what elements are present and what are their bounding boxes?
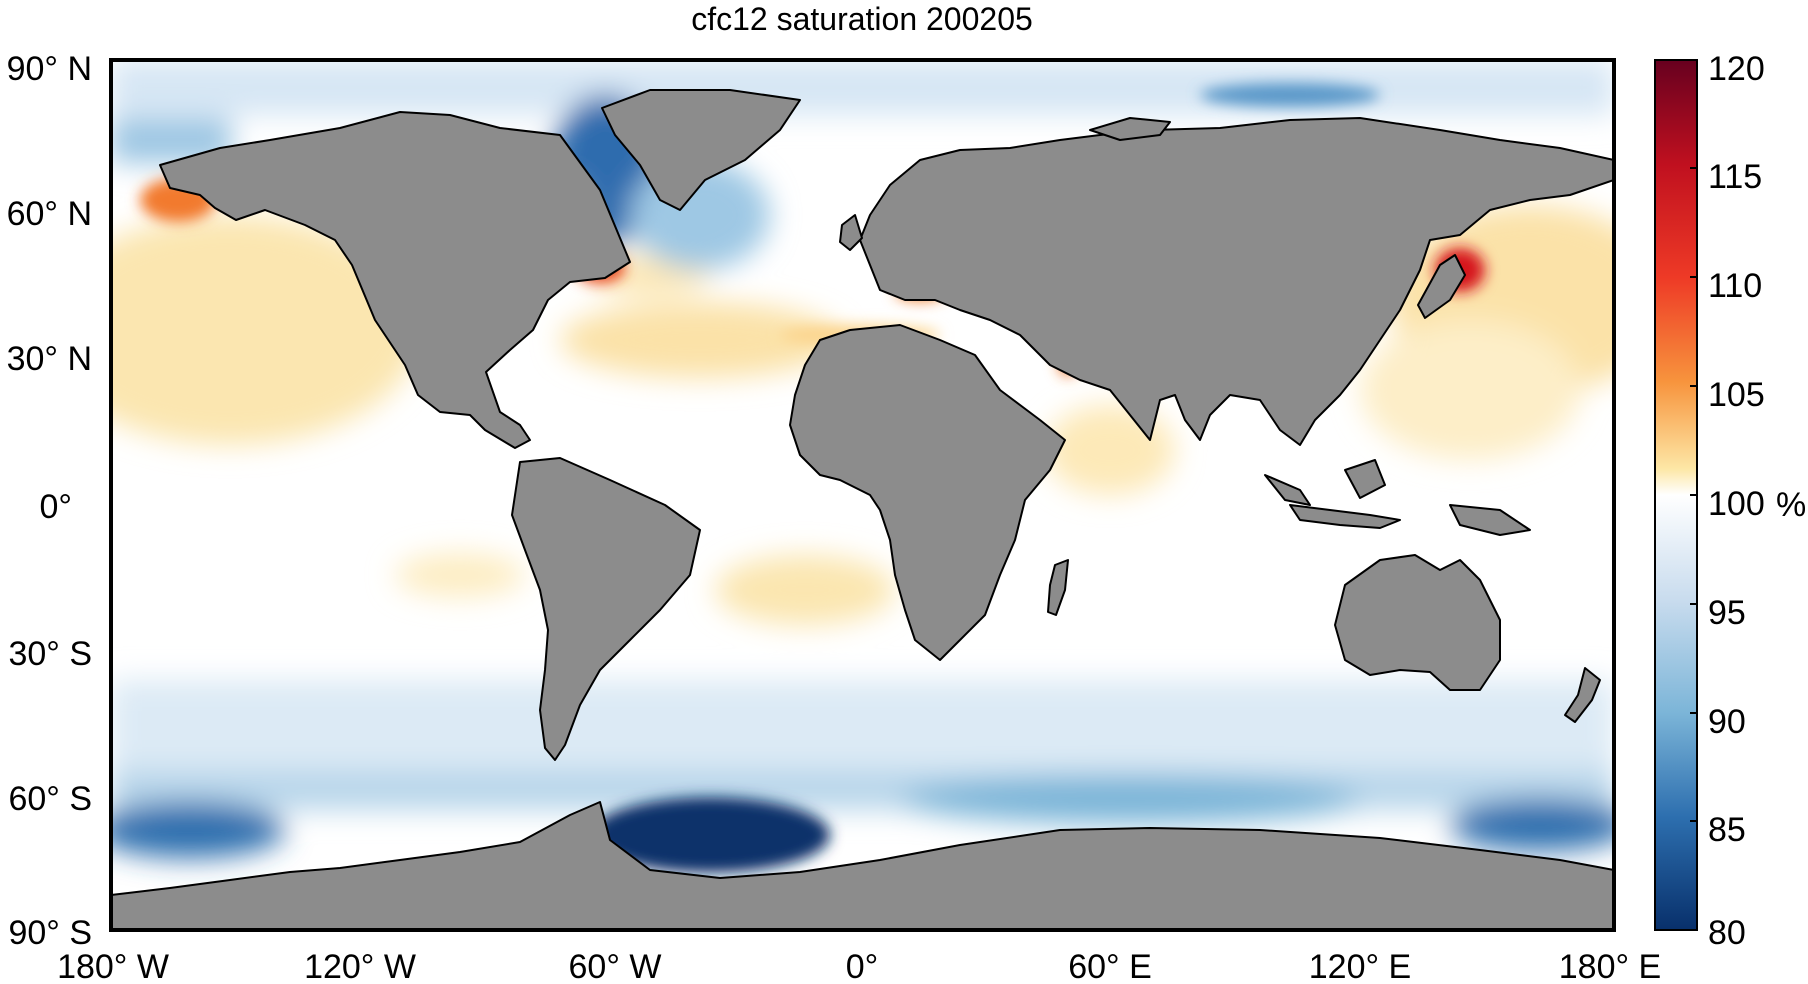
land-madagascar xyxy=(1047,559,1069,616)
land-indonesia xyxy=(1289,504,1401,529)
colorbar-tick-120: 120 xyxy=(1708,50,1765,88)
lat-tick-90n: 90° N xyxy=(7,50,92,88)
lon-tick-180e: 180° E xyxy=(1559,948,1661,984)
lon-tick-120e: 120° E xyxy=(1309,948,1411,984)
land-africa xyxy=(789,324,1066,661)
lat-tick-30n: 30° N xyxy=(7,340,92,378)
colorbar-tick-105: 105 xyxy=(1708,376,1765,414)
map-frame xyxy=(109,58,1616,932)
map-plot-area xyxy=(111,60,1614,930)
lon-tick-60w: 60° W xyxy=(569,948,662,984)
colorbar-tick-85: 85 xyxy=(1708,811,1746,849)
lon-tick-0: 0° xyxy=(846,948,879,984)
land-svalbard-arctic-islands xyxy=(1089,117,1171,141)
land-sumatra-borneo xyxy=(1264,459,1386,506)
lon-tick-60e: 60° E xyxy=(1068,948,1152,984)
colorbar: 120 115 110 105 100 95 90 85 80 % xyxy=(1654,50,1806,952)
lon-tick-120w: 120° W xyxy=(304,948,416,984)
lon-tick-180w: 180° W xyxy=(57,948,169,984)
lat-tick-90s: 90° S xyxy=(8,914,92,952)
lat-tick-60n: 60° N xyxy=(7,195,92,233)
lat-tick-30s: 30° S xyxy=(8,635,92,673)
colorbar-unit-label: % xyxy=(1776,486,1806,524)
land-australia xyxy=(1334,554,1501,691)
colorbar-tick-marks xyxy=(1690,167,1697,822)
colorbar-tick-90: 90 xyxy=(1708,703,1746,741)
colorbar-tick-labels: 120 115 110 105 100 95 90 85 80 xyxy=(1708,50,1765,952)
land-north-america xyxy=(159,111,631,449)
land-masses xyxy=(111,89,1614,930)
land-new-guinea xyxy=(1449,504,1531,536)
colorbar-tick-115: 115 xyxy=(1708,158,1762,196)
longitude-tick-labels: 180° W 120° W 60° W 0° 60° E 120° E 180°… xyxy=(57,948,1661,984)
land-new-zealand xyxy=(1564,667,1601,723)
lat-tick-60s: 60° S xyxy=(8,780,92,818)
lat-tick-0: 0° xyxy=(39,488,72,526)
land-british-isles xyxy=(839,214,863,251)
land-south-america xyxy=(511,457,701,761)
colorbar-tick-80: 80 xyxy=(1708,914,1746,952)
colorbar-tick-100: 100 xyxy=(1708,485,1765,523)
colorbar-tick-95: 95 xyxy=(1708,594,1746,632)
latitude-tick-labels: 90° N 60° N 30° N 0° 30° S 60° S 90° S xyxy=(7,50,92,952)
land-antarctica xyxy=(111,801,1614,930)
colorbar-tick-110: 110 xyxy=(1708,267,1762,305)
land-greenland xyxy=(601,89,801,211)
land-japan xyxy=(1417,254,1466,319)
map-title: cfc12 saturation 200205 xyxy=(691,1,1033,37)
